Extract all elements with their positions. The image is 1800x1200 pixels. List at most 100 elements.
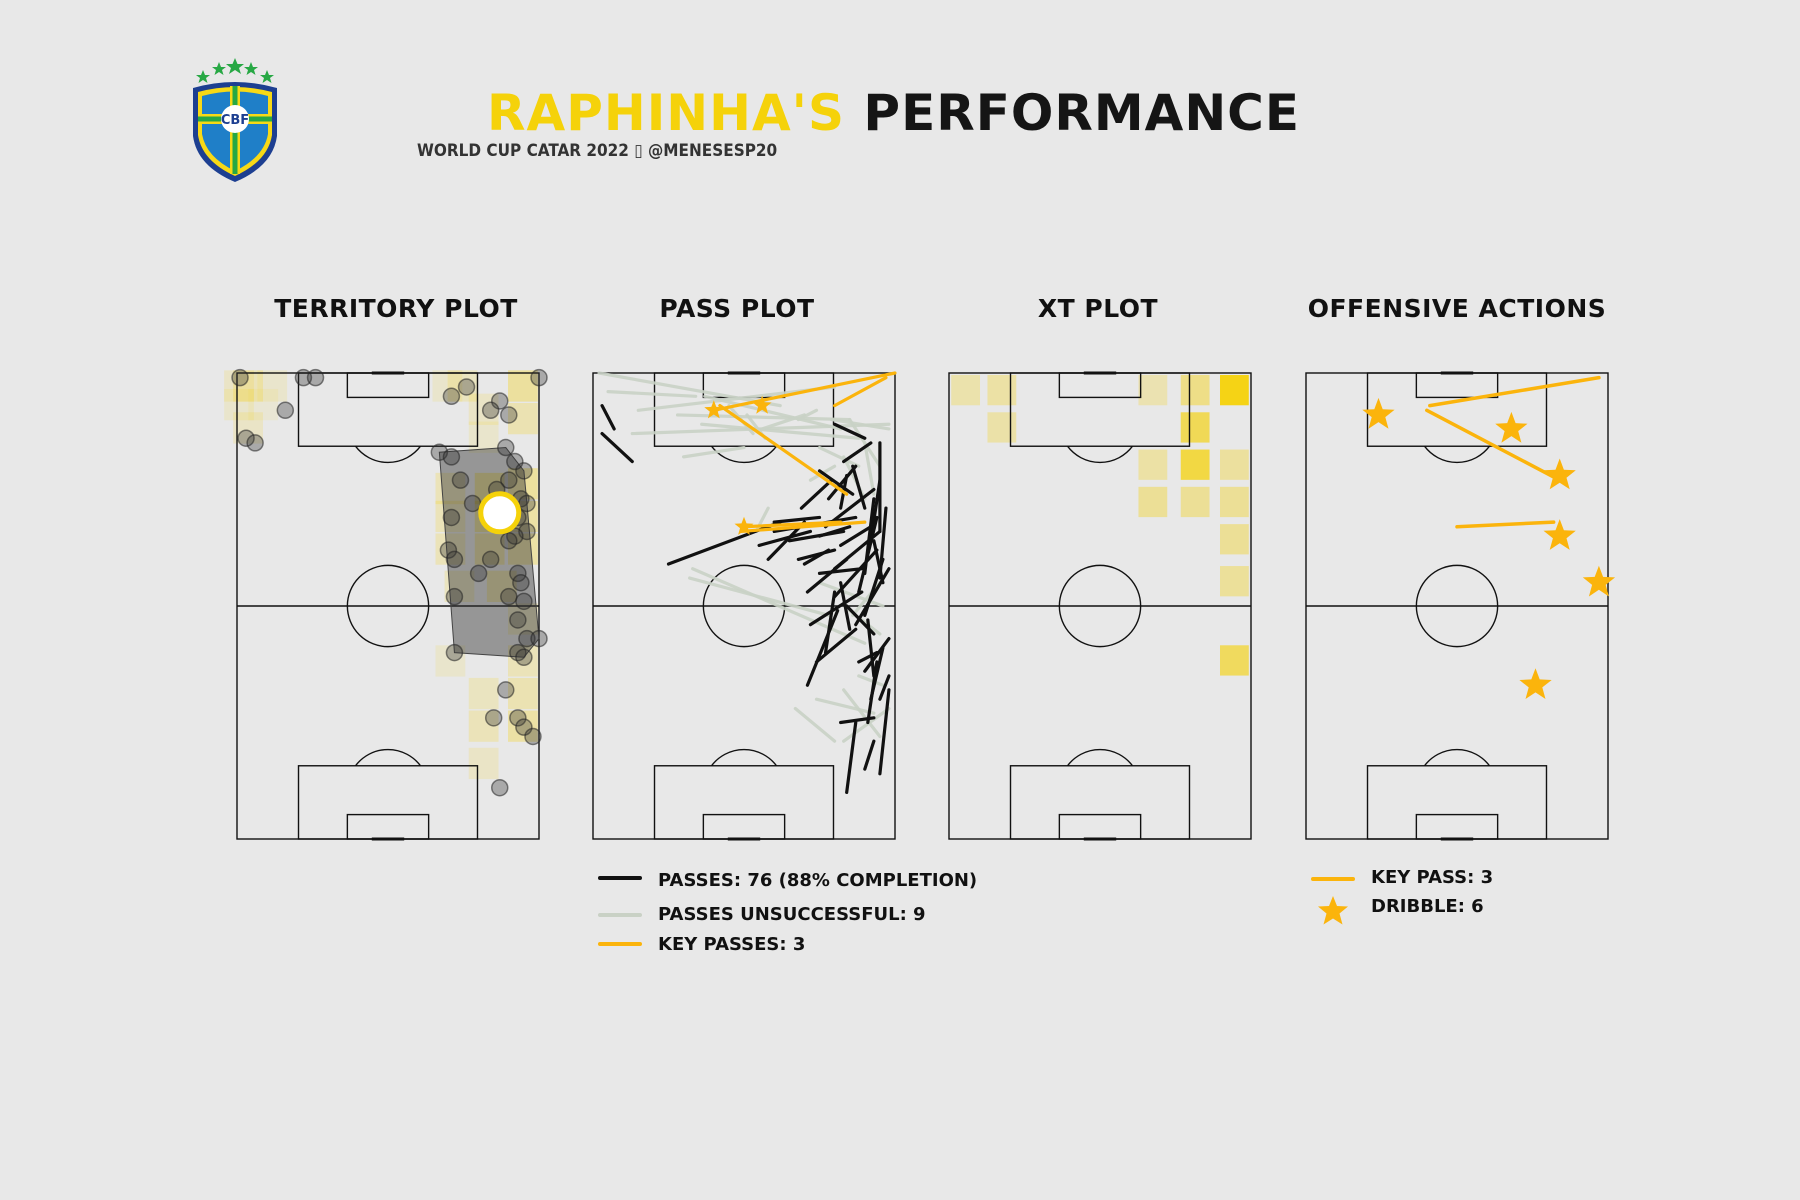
unsuccessful-pass bbox=[848, 418, 882, 468]
successful-pass bbox=[839, 525, 873, 548]
penalty-arc-top bbox=[354, 445, 422, 464]
successful-pass bbox=[817, 469, 855, 496]
touch-point bbox=[500, 587, 518, 606]
legend-swatch-unsuccessful bbox=[598, 913, 642, 917]
heatmap-cell bbox=[435, 645, 466, 677]
xt-cell bbox=[1180, 412, 1210, 443]
successful-pass bbox=[772, 515, 822, 524]
touch-point bbox=[484, 709, 503, 727]
touch-point bbox=[481, 550, 500, 569]
page-title: RAPHINHA'S PERFORMANCE bbox=[487, 84, 1300, 142]
six-yard-box-bottom bbox=[702, 813, 786, 840]
unsuccessful-pass bbox=[829, 418, 891, 431]
dribble-star-icon bbox=[1362, 397, 1395, 429]
xt-cell bbox=[1138, 449, 1168, 480]
dribble-star-icon bbox=[1519, 668, 1552, 699]
unsuccessful-pass bbox=[691, 567, 867, 645]
xt-plot-title: XT PLOT bbox=[1037, 294, 1159, 323]
successful-pass bbox=[823, 590, 837, 655]
successful-pass bbox=[600, 431, 634, 464]
heatmap-cell bbox=[447, 370, 478, 402]
heatmap-cell bbox=[486, 570, 517, 603]
dribble-star-icon bbox=[1543, 458, 1576, 490]
penalty-box-bottom bbox=[297, 765, 479, 840]
xt-cell bbox=[951, 374, 981, 406]
unsuccessful-pass bbox=[851, 581, 882, 617]
pass-plot-title: PASS PLOT bbox=[659, 294, 815, 323]
unsuccessful-pass bbox=[814, 697, 876, 715]
penalty-box-bottom bbox=[1009, 765, 1191, 840]
heatmap-cell bbox=[508, 370, 538, 402]
touch-point bbox=[524, 727, 542, 746]
touch-point bbox=[500, 471, 518, 489]
key-pass bbox=[1428, 375, 1601, 408]
touch-point bbox=[497, 438, 515, 457]
touch-point bbox=[500, 532, 518, 550]
heatmap-cell bbox=[468, 677, 499, 710]
successful-pass bbox=[866, 660, 879, 725]
xt-cell bbox=[1138, 374, 1168, 406]
legend-dribble: DRIBBLE: 6 bbox=[1371, 896, 1484, 917]
penalty-arc-bottom bbox=[1066, 748, 1134, 767]
dribble-star-icon bbox=[1495, 411, 1528, 443]
key-pass bbox=[832, 376, 888, 408]
touch-point bbox=[457, 378, 476, 396]
xt-cell bbox=[987, 374, 1017, 406]
xt-cell bbox=[987, 412, 1017, 443]
centre-circle bbox=[702, 564, 786, 648]
touch-point bbox=[512, 573, 530, 592]
penalty-arc-top bbox=[1066, 445, 1134, 464]
legend-swatch-passes bbox=[598, 876, 642, 880]
key-pass bbox=[742, 520, 843, 529]
touch-point bbox=[231, 368, 249, 387]
offensive-actions-title: OFFENSIVE ACTIONS bbox=[1307, 294, 1607, 323]
unsuccessful-pass bbox=[703, 394, 843, 431]
offensive-actions-plot bbox=[1305, 371, 1616, 841]
six-yard-box-bottom bbox=[1415, 813, 1499, 840]
successful-pass bbox=[863, 739, 876, 771]
successful-pass bbox=[863, 637, 891, 673]
key-pass-star-icon bbox=[734, 516, 754, 535]
successful-pass bbox=[814, 627, 858, 664]
centre-circle bbox=[346, 564, 430, 648]
successful-pass bbox=[851, 464, 867, 510]
touch-point bbox=[490, 778, 509, 797]
heatmap-cell bbox=[468, 747, 499, 780]
key-pass-star-icon bbox=[704, 400, 724, 419]
cbf-crest-logo: CBF bbox=[193, 58, 277, 182]
heatmap-cell bbox=[468, 421, 499, 453]
touch-point bbox=[469, 564, 488, 583]
unsuccessful-pass bbox=[842, 688, 882, 739]
xt-cell bbox=[1220, 374, 1249, 406]
heatmap-cell bbox=[508, 710, 538, 742]
six-yard-box-top bbox=[1058, 372, 1142, 399]
penalty-box-bottom bbox=[1366, 765, 1548, 840]
touch-point bbox=[306, 368, 325, 387]
unsuccessful-pass bbox=[606, 390, 698, 398]
touch-point bbox=[451, 471, 470, 489]
xt-cell bbox=[1220, 486, 1249, 518]
touch-point bbox=[509, 709, 527, 727]
heatmap-cell bbox=[435, 500, 466, 533]
touch-point bbox=[276, 401, 295, 420]
touch-point bbox=[530, 629, 548, 648]
successful-pass bbox=[832, 529, 882, 571]
heatmap-cell bbox=[468, 393, 499, 425]
key-pass bbox=[718, 404, 849, 496]
successful-pass bbox=[799, 478, 834, 510]
xt-cell bbox=[1138, 486, 1168, 518]
xt-cell bbox=[1220, 566, 1249, 597]
heatmap-cell bbox=[248, 388, 279, 421]
successful-pass bbox=[857, 515, 879, 594]
touch-point bbox=[515, 462, 533, 480]
xt-cell bbox=[1180, 374, 1210, 406]
penalty-arc-bottom bbox=[1423, 748, 1491, 767]
legend-passes: PASSES: 76 (88% COMPLETION) bbox=[658, 870, 978, 891]
legend-swatch-key-pass bbox=[1311, 877, 1355, 881]
xt-cell bbox=[1220, 449, 1249, 480]
touch-point bbox=[515, 648, 533, 667]
touch-point bbox=[463, 494, 482, 513]
successful-pass bbox=[832, 422, 867, 440]
heatmap-cell bbox=[224, 388, 254, 421]
